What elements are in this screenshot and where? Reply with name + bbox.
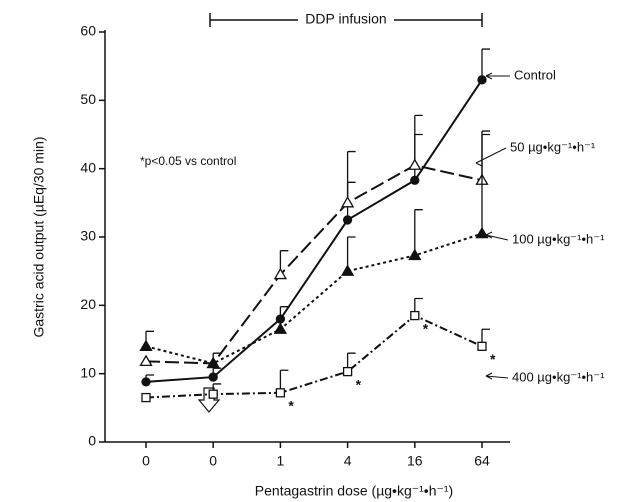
marker <box>408 158 422 170</box>
marker <box>273 322 288 334</box>
marker <box>477 75 487 85</box>
error-bar <box>346 236 356 272</box>
y-tick-label: 50 <box>80 91 96 107</box>
x-tick-label: 16 <box>407 453 423 469</box>
marker <box>477 341 487 351</box>
y-axis-label: Gastric acid output (µEq/30 min) <box>31 136 47 337</box>
series-line <box>145 314 483 399</box>
marker <box>342 215 353 225</box>
error-bar <box>346 150 356 203</box>
label-arrow <box>475 147 507 167</box>
legend-label: Control <box>514 67 556 82</box>
x-tick-label: 0 <box>142 453 150 469</box>
label-arrow <box>485 72 510 80</box>
legend-label: 50 µg•kg⁻¹•h⁻¹ <box>510 139 596 154</box>
marker <box>408 248 422 261</box>
significance-marker: * <box>490 351 496 367</box>
error-bar <box>414 209 423 256</box>
marker <box>342 366 353 377</box>
error-bar <box>481 130 490 181</box>
significance-marker: * <box>288 398 294 414</box>
bracket-bg <box>298 10 394 30</box>
marker <box>206 356 220 369</box>
marker <box>340 264 355 276</box>
error-bar <box>481 48 490 80</box>
marker <box>340 196 355 208</box>
marker <box>273 267 288 280</box>
legend-label: 100 µg•kg⁻¹•h⁻¹ <box>512 231 605 246</box>
marker <box>275 388 286 398</box>
legend-label: 400 µg•kg⁻¹•h⁻¹ <box>512 369 605 384</box>
significance-marker: * <box>356 376 362 392</box>
y-tick-label: 20 <box>80 296 96 312</box>
marker <box>141 377 151 387</box>
marker <box>208 389 218 399</box>
bracket: DDP infusion <box>209 10 483 30</box>
series-line <box>145 79 483 383</box>
series-line <box>145 232 483 365</box>
marker <box>275 314 286 324</box>
series: 100 µg•kg⁻¹•h⁻¹ <box>139 133 605 369</box>
marker <box>139 354 153 367</box>
marker <box>410 310 420 321</box>
significance-marker: * <box>423 320 429 336</box>
y-tick-label: 0 <box>88 433 96 449</box>
x-axis-label: Pentagastrin dose (µg•kg⁻¹•h⁻¹) <box>255 483 453 499</box>
annotation: *p<0.05 vs control <box>140 154 236 168</box>
label-arrow <box>485 231 509 241</box>
x-tick-label: 1 <box>277 453 285 469</box>
marker <box>410 175 420 185</box>
y-tick-label: 40 <box>80 159 96 175</box>
bracket-label: DDP infusion <box>305 11 386 27</box>
marker <box>141 392 151 403</box>
x-tick-label: 64 <box>474 453 490 469</box>
y-tick-label: 30 <box>80 228 96 244</box>
label-arrow <box>485 372 509 380</box>
marker <box>139 339 153 351</box>
x-tick-label: 0 <box>209 453 217 469</box>
error-bar <box>481 133 490 234</box>
y-tick-label: 10 <box>80 364 96 380</box>
marker <box>475 226 489 239</box>
series: Control <box>141 48 556 387</box>
marker <box>208 372 218 382</box>
y-tick-label: 60 <box>80 23 96 39</box>
series: * * * * 400 µg•kg⁻¹•h⁻¹ <box>141 297 605 414</box>
series-line <box>145 164 483 365</box>
x-tick-label: 4 <box>344 453 352 469</box>
